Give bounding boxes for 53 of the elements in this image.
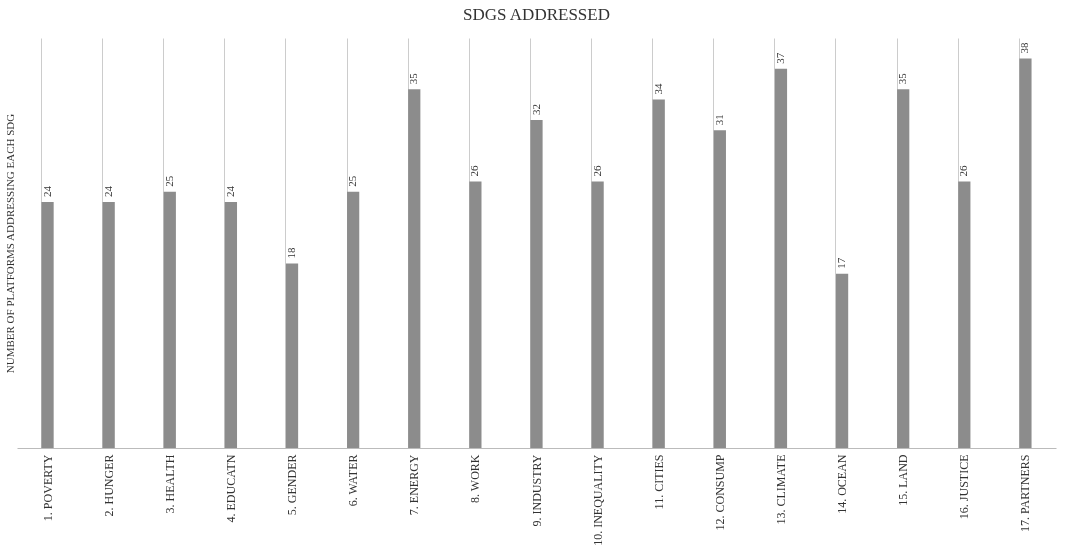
data-label: 34 — [651, 83, 664, 95]
bar — [102, 202, 115, 448]
bar — [163, 191, 176, 448]
bar — [530, 120, 543, 448]
x-tick-label: 7. ENERGY — [407, 454, 422, 516]
data-label: 37 — [773, 52, 786, 64]
bar — [652, 99, 665, 448]
data-label: 35 — [407, 72, 420, 85]
bar — [224, 202, 238, 448]
x-tick-label: 10. INEQUALITY — [590, 454, 605, 546]
bar — [469, 181, 482, 448]
data-label: 24 — [223, 185, 236, 197]
bar — [1019, 58, 1032, 448]
data-label: 18 — [285, 247, 298, 259]
data-label: 31 — [712, 114, 725, 126]
x-tick-label: 12. CONSUMP — [712, 454, 727, 531]
y-axis-title: NUMBER OF PLATFORMS ADDRESSING EACH SDG — [3, 113, 16, 374]
data-label: 24 — [101, 185, 114, 197]
bar — [958, 181, 971, 448]
data-label: 26 — [590, 165, 603, 177]
data-label: 25 — [346, 175, 359, 187]
data-label: 25 — [162, 175, 175, 187]
x-tick-label: 5. GENDER — [285, 454, 300, 516]
data-label: 26 — [957, 165, 970, 177]
x-tick-label: 9. INDUSTRY — [529, 454, 544, 527]
bar — [41, 202, 54, 448]
bar — [774, 68, 788, 448]
bar — [408, 89, 421, 448]
data-label: 35 — [896, 72, 909, 85]
x-tick-label: 3. HEALTH — [162, 454, 177, 514]
data-label: 26 — [468, 165, 481, 177]
x-tick-label: 17. PARTNERS — [1018, 454, 1033, 533]
bar — [713, 130, 726, 448]
data-label: 17 — [835, 257, 848, 269]
x-tick-label: 16. JUSTICE — [957, 454, 972, 520]
bar — [897, 89, 910, 448]
x-tick-label: 14. OCEAN — [835, 454, 850, 514]
x-tick-label: 13. CLIMATE — [773, 454, 788, 525]
chart-title: SDGS ADDRESSED — [463, 5, 610, 24]
data-label: 38 — [1018, 42, 1031, 54]
data-label: 32 — [529, 104, 542, 115]
x-tick-label: 8. WORK — [468, 454, 483, 503]
x-tick-label: 15. LAND — [896, 454, 911, 506]
x-tick-label: 2. HUNGER — [101, 454, 116, 517]
x-tick-label: 4. EDUCATN — [223, 454, 238, 523]
x-tick-label: 11. CITIES — [651, 454, 666, 510]
x-tick-label: 6. WATER — [346, 454, 361, 507]
x-tick-label: 1. POVERTY — [40, 454, 55, 522]
bar — [285, 263, 299, 448]
bar — [835, 273, 849, 448]
data-label: 24 — [40, 185, 53, 197]
bar — [347, 191, 360, 448]
bar — [591, 181, 604, 448]
